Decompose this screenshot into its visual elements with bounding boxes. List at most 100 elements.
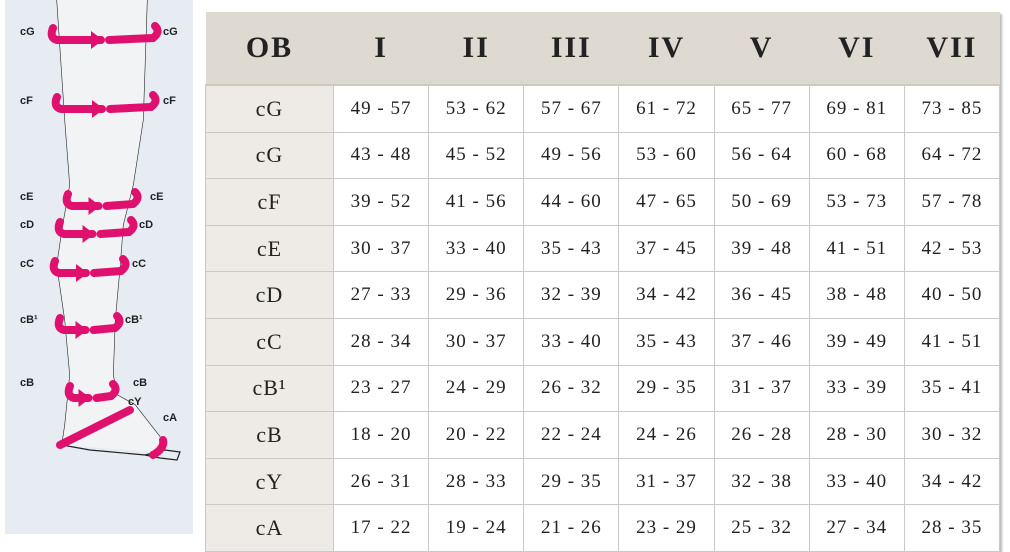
- diagram-label-right: cC: [132, 258, 147, 270]
- header-row: OB I II III IV V VI VII: [205, 12, 1000, 86]
- size-range-cell: 73 - 85: [903, 84, 1001, 133]
- size-range-cell: 43 - 48: [332, 131, 430, 180]
- row-measurement-label: cD: [205, 271, 334, 319]
- row-measurement-label: cB¹: [205, 364, 334, 413]
- size-range-cell: 29 - 36: [428, 271, 525, 319]
- header-size-label: OB: [205, 12, 334, 86]
- size-range-cell: 23 - 27: [332, 364, 430, 413]
- table-row: cE 30 - 37 33 - 40 35 - 43 37 - 45 39 - 48 41 …: [205, 224, 1001, 273]
- size-range-cell: 26 - 28: [713, 411, 810, 459]
- size-range-cell: 26 - 32: [523, 364, 620, 413]
- measurement-ring-arrow: [54, 312, 124, 334]
- size-range-cell: 25 - 32: [713, 504, 810, 552]
- size-range-cell: 39 - 48: [713, 224, 810, 273]
- size-range-cell: 41 - 56: [428, 178, 525, 226]
- arrow-head-icon: [88, 197, 101, 215]
- row-measurement-label: cB: [205, 411, 334, 459]
- size-range-cell: 18 - 20: [332, 411, 430, 459]
- table-row: cD 27 - 33 29 - 36 32 - 39 34 - 42 36 - 45 38 …: [205, 271, 1001, 319]
- row-measurement-label: cG: [205, 131, 334, 180]
- size-range-cell: 33 - 40: [523, 317, 620, 366]
- size-chart-table: OB I II III IV V VI VII cG 49 - 57 53 - 62 57 - 67…: [205, 12, 1001, 552]
- size-range-cell: 31 - 37: [618, 457, 715, 506]
- size-range-cell: 41 - 51: [903, 317, 1001, 366]
- diagram-label-left: cB: [20, 377, 35, 389]
- diagram-label-left: cG: [20, 26, 35, 38]
- size-range-cell: 28 - 30: [808, 411, 905, 459]
- size-range-cell: 47 - 65: [618, 178, 715, 226]
- size-range-cell: 29 - 35: [618, 364, 715, 413]
- size-range-cell: 37 - 46: [713, 317, 810, 366]
- row-measurement-label: cF: [205, 178, 334, 226]
- size-range-cell: 45 - 52: [428, 131, 525, 180]
- size-range-cell: 27 - 33: [332, 271, 430, 319]
- size-range-cell: 28 - 35: [903, 504, 1001, 552]
- diagram-label-left: cE: [20, 191, 34, 203]
- size-range-cell: 30 - 32: [903, 411, 1001, 459]
- header-size-iii: III: [523, 12, 619, 86]
- size-range-cell: 30 - 37: [332, 224, 430, 273]
- table-row: cF 39 - 52 41 - 56 44 - 60 47 - 65 50 - 69 53 …: [205, 178, 1001, 226]
- table-row: cB¹ 23 - 27 24 - 29 26 - 32 29 - 35 31 - 37 33…: [205, 364, 1001, 413]
- size-range-cell: 30 - 37: [428, 317, 525, 366]
- leg-outline: [47, 0, 181, 461]
- measurement-ring-arrow: [54, 216, 138, 238]
- size-range-cell: 33 - 39: [808, 364, 905, 413]
- arrow-head-icon: [82, 225, 95, 243]
- header-size-v: V: [714, 12, 810, 86]
- measurement-ring-arrow: [64, 380, 120, 402]
- diagram-label-left: cD: [20, 219, 35, 231]
- measurement-ring-arrow: [51, 91, 160, 113]
- size-range-cell: 20 - 22: [428, 411, 525, 459]
- size-range-cell: 32 - 38: [713, 457, 810, 506]
- measurement-ring-arrow: [62, 188, 142, 210]
- size-range-cell: 36 - 45: [713, 271, 810, 319]
- diagram-label-right: cG: [163, 26, 178, 38]
- table-row: cA 17 - 22 19 - 24 21 - 26 23 - 29 25 - 32 27 …: [205, 504, 1001, 552]
- size-range-cell: 53 - 62: [428, 84, 525, 133]
- diagram-label-left: cC: [20, 258, 35, 270]
- size-range-cell: 28 - 34: [332, 317, 430, 366]
- table-row: cY 26 - 31 28 - 33 29 - 35 31 - 37 32 - 38 33 …: [205, 457, 1001, 506]
- size-range-cell: 40 - 50: [903, 271, 1001, 319]
- size-range-cell: 17 - 22: [332, 504, 430, 552]
- diagram-label-right: cY: [128, 396, 142, 408]
- size-range-cell: 41 - 51: [808, 224, 905, 273]
- size-range-cell: 42 - 53: [903, 224, 1001, 273]
- size-range-cell: 39 - 49: [808, 317, 905, 366]
- size-range-cell: 53 - 60: [618, 131, 715, 180]
- size-range-cell: 32 - 39: [523, 271, 620, 319]
- size-range-cell: 49 - 57: [332, 84, 430, 133]
- size-range-cell: 34 - 42: [618, 271, 715, 319]
- size-range-cell: 35 - 43: [618, 317, 715, 366]
- measurement-ring-arrow: [47, 22, 162, 44]
- size-range-cell: 38 - 48: [808, 271, 905, 319]
- arrow-head-icon: [75, 321, 88, 339]
- size-range-cell: 56 - 64: [713, 131, 810, 180]
- diagram-label-right: cF: [163, 95, 176, 107]
- size-range-cell: 35 - 41: [903, 364, 1001, 413]
- size-range-cell: 35 - 43: [523, 224, 620, 273]
- size-range-cell: 50 - 69: [713, 178, 810, 226]
- header-size-vii: VII: [904, 12, 1000, 86]
- row-measurement-label: cG: [205, 84, 334, 133]
- size-range-cell: 49 - 56: [523, 131, 620, 180]
- size-range-cell: 39 - 52: [332, 178, 430, 226]
- size-range-cell: 22 - 24: [523, 411, 620, 459]
- size-range-cell: 19 - 24: [428, 504, 525, 552]
- header-size-iv: IV: [618, 12, 715, 86]
- row-measurement-label: cY: [205, 457, 334, 506]
- size-range-cell: 34 - 42: [903, 457, 1001, 506]
- table-row: cG 43 - 48 45 - 52 49 - 56 53 - 60 56 - 64 60 …: [205, 131, 1001, 180]
- size-range-cell: 64 - 72: [903, 131, 1001, 180]
- arrow-head-icon: [91, 31, 103, 49]
- size-range-cell: 33 - 40: [808, 457, 905, 506]
- size-range-cell: 65 - 77: [713, 84, 810, 133]
- size-range-cell: 37 - 45: [618, 224, 715, 273]
- diagram-label-right: cD: [139, 219, 154, 231]
- size-range-cell: 23 - 29: [618, 504, 715, 552]
- size-range-cell: 60 - 68: [808, 131, 905, 180]
- leg-measurement-diagram: cG cG cF cF cE cE cD cD cC cC cB¹ cB¹ cB cB cY cA: [5, 0, 193, 534]
- arrow-head-icon: [92, 100, 104, 118]
- header-size-i: I: [333, 12, 429, 86]
